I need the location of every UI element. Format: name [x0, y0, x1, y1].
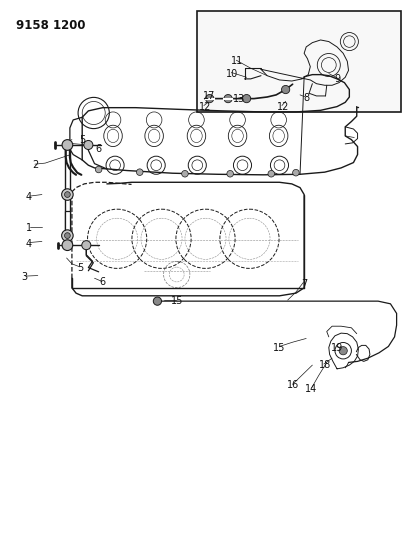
- Text: 15: 15: [171, 296, 183, 306]
- Text: 3: 3: [22, 272, 28, 282]
- Text: 9158 1200: 9158 1200: [16, 19, 86, 31]
- Text: 14: 14: [305, 384, 318, 394]
- Text: 4: 4: [26, 192, 32, 202]
- Circle shape: [65, 233, 70, 238]
- Text: 5: 5: [79, 135, 85, 144]
- Text: 11: 11: [231, 56, 244, 66]
- Text: 9: 9: [335, 74, 341, 84]
- Circle shape: [293, 169, 299, 176]
- Text: 18: 18: [319, 360, 331, 370]
- Bar: [65, 211, 70, 232]
- Text: 7: 7: [301, 279, 307, 288]
- Text: 1: 1: [26, 223, 32, 232]
- Circle shape: [227, 171, 233, 177]
- Circle shape: [224, 94, 232, 103]
- Circle shape: [136, 169, 143, 175]
- Circle shape: [62, 230, 73, 241]
- Circle shape: [82, 241, 91, 249]
- Text: 8: 8: [303, 93, 309, 103]
- Text: 19: 19: [331, 343, 343, 352]
- Circle shape: [268, 171, 275, 177]
- Circle shape: [182, 171, 188, 177]
- Circle shape: [84, 141, 93, 149]
- Circle shape: [339, 346, 347, 355]
- Circle shape: [206, 94, 214, 103]
- Circle shape: [62, 240, 73, 251]
- Text: 13: 13: [233, 94, 245, 104]
- Text: 12: 12: [199, 102, 211, 111]
- Text: 12: 12: [277, 102, 289, 111]
- Text: 15: 15: [273, 343, 286, 352]
- Circle shape: [95, 166, 102, 173]
- Text: 10: 10: [226, 69, 238, 78]
- Circle shape: [242, 94, 251, 103]
- Bar: [197, 11, 401, 112]
- Circle shape: [62, 189, 73, 200]
- Text: 6: 6: [96, 144, 102, 154]
- Text: 5: 5: [77, 263, 83, 272]
- Text: 16: 16: [286, 381, 299, 390]
- Text: 4: 4: [26, 239, 32, 248]
- Text: 6: 6: [100, 278, 106, 287]
- Circle shape: [65, 192, 70, 197]
- Circle shape: [282, 85, 290, 94]
- Circle shape: [153, 297, 162, 305]
- Circle shape: [62, 140, 73, 150]
- Text: 2: 2: [32, 160, 38, 170]
- Text: 17: 17: [203, 91, 216, 101]
